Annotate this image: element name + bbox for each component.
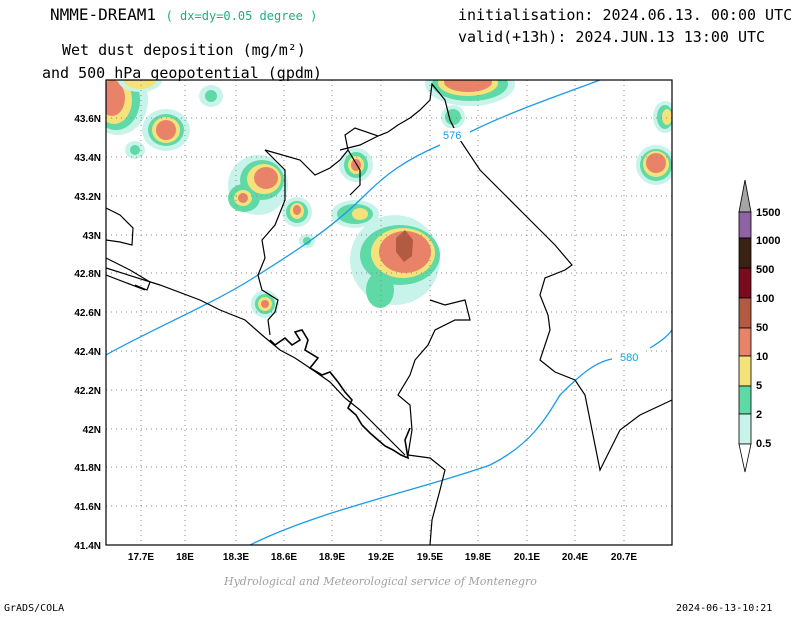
x-tick-label: 18.9E [319,552,345,563]
colorbar-label: 0.5 [756,438,771,450]
y-tick-label: 43N [83,231,101,242]
y-tick-label: 43.6N [74,114,101,125]
contour-labels: 576 580 [440,128,643,364]
colorbar-labels: 1500 1000 500 100 50 10 5 2 0.5 [756,207,780,450]
colorbar-label: 5 [756,380,762,392]
y-tick-label: 42.4N [74,347,101,358]
dust-cell [636,145,672,185]
colorbar-label: 100 [756,293,774,305]
y-tick-label: 42.2N [74,386,101,397]
x-axis-labels: 17.7E 18E 18.3E 18.6E 18.9E 19.2E 19.5E … [128,552,637,563]
dust-cell [106,80,148,135]
x-tick-label: 18E [176,552,194,563]
dust-cell [441,105,465,129]
x-tick-label: 17.7E [128,552,154,563]
colorbar-label: 500 [756,264,774,276]
y-tick-label: 43.2N [74,192,101,203]
y-axis-labels: 43.6N 43.4N 43.2N 43N 42.8N 42.6N 42.4N … [74,114,101,552]
dust-cell [282,197,312,227]
geopotential-contour-576 [106,80,601,356]
y-tick-label: 43.4N [74,153,101,164]
valid-time: valid(+13h): 2024.JUN.13 13:00 UTC [458,28,766,46]
initialisation-time: initialisation: 2024.06.13. 00:00 UTC [458,6,793,24]
coastline [269,329,411,460]
x-tick-label: 19.8E [465,552,491,563]
dust-cell [425,80,515,106]
plot-area [106,80,672,545]
model-title: NMME-DREAM1 ( dx=dy=0.05 degree ) [50,5,317,24]
dust-cell [653,101,672,133]
borders [106,82,672,545]
x-tick-label: 19.2E [368,552,394,563]
x-tick-label: 20.1E [514,552,540,563]
geopotential-contour-580 [249,329,672,545]
x-tick-label: 20.7E [611,552,637,563]
colorbar-bottom-arrow [738,443,752,473]
credit-text: Hydrological and Meteorological service … [224,575,537,588]
x-tick-label: 18.6E [271,552,297,563]
contour-label-576: 576 [443,130,461,142]
colorbar-label: 2 [756,409,762,421]
y-tick-label: 42.6N [74,308,101,319]
y-tick-label: 41.6N [74,502,101,513]
colorbar-label: 1500 [756,207,780,219]
colorbar-label: 1000 [756,235,780,247]
dust-cell [251,290,279,318]
software-label: GrADS/COLA [4,603,65,614]
y-tick-label: 41.4N [74,541,101,552]
dust-cell [125,141,145,159]
x-tick-label: 19.5E [417,552,443,563]
timestamp-label: 2024-06-13-10:21 [676,603,773,614]
dust-cell [339,148,373,182]
x-tick-label: 20.4E [562,552,588,563]
plot-frame [105,79,673,546]
y-tick-label: 42N [83,425,101,436]
dust-cell [331,200,379,228]
x-tick-label: 18.3E [223,552,249,563]
dust-cell [350,215,440,308]
y-tick-label: 42.8N [74,269,101,280]
dust-cell [299,234,315,248]
model-name: NMME-DREAM1 [50,5,156,24]
y-tick-label: 41.8N [74,463,101,474]
plot-title-line1: Wet dust deposition (mg/m²) [62,41,306,59]
colorbar [738,179,752,473]
colorbar-label: 50 [756,322,768,334]
dust-deposition-field [106,80,672,318]
model-resolution: ( dx=dy=0.05 degree ) [165,9,318,23]
contour-label-580: 580 [620,352,638,364]
dust-cell [118,80,162,92]
dust-cell [142,109,190,151]
colorbar-label: 10 [756,351,768,363]
dust-cell [199,85,223,107]
plot-title-line2: and 500 hPa geopotential (gpdm) [42,64,322,82]
colorbar-top-arrow [738,179,752,213]
